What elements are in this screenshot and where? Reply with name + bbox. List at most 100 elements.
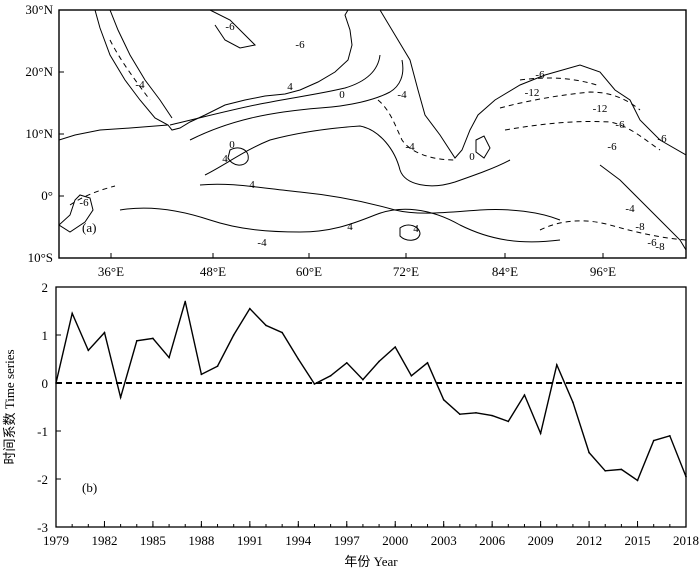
data-point <box>103 331 106 334</box>
data-point <box>135 339 138 342</box>
data-point <box>539 432 542 435</box>
data-point <box>669 435 671 437</box>
data-point <box>426 362 429 364</box>
y-axis: 2 1 0 -1 -2 -3 <box>37 280 61 535</box>
lat-tick-label: 20°N <box>25 64 53 79</box>
coastline-red-sea <box>109 10 173 119</box>
lat-tick-label: 10°S <box>28 250 53 265</box>
contour-negative-5 <box>69 185 116 206</box>
x-tick-label: 2018 <box>673 533 699 548</box>
contour-0-south <box>119 207 561 243</box>
contour-value-label: -4 <box>397 89 407 101</box>
data-point <box>362 378 364 381</box>
time-series-points <box>55 300 687 482</box>
x-tick-label: 1985 <box>140 533 166 548</box>
contour-value-label: 4 <box>222 153 228 165</box>
data-point <box>394 346 397 348</box>
contour-value-label: -6 <box>607 141 617 153</box>
data-point <box>168 356 170 359</box>
data-point <box>297 358 300 360</box>
x-tick-label: 1988 <box>188 533 214 548</box>
y-tick-label: -3 <box>37 520 48 535</box>
data-point <box>184 300 187 303</box>
data-point <box>345 362 348 364</box>
lat-tick-label: 10°N <box>25 126 53 141</box>
data-point <box>475 411 477 414</box>
panel-a-label: (a) <box>82 220 96 235</box>
lat-tick-label: 30°N <box>25 2 53 17</box>
data-point <box>523 394 526 396</box>
x-tick-label: 1982 <box>91 533 117 548</box>
lon-tick-label: 60°E <box>296 264 322 279</box>
data-point <box>265 324 267 327</box>
x-axis: 1979 1982 1985 1988 1991 1994 1997 2000 2003 2006… <box>43 521 699 548</box>
data-point <box>491 414 493 417</box>
data-point <box>87 349 90 352</box>
data-point <box>685 475 687 478</box>
data-point <box>329 375 332 377</box>
data-point <box>281 331 283 334</box>
coastline-sri-lanka <box>475 135 491 159</box>
data-point <box>200 373 203 376</box>
contour-value-label: -6 <box>225 21 235 33</box>
x-tick-label: 2015 <box>625 533 651 548</box>
data-point <box>652 439 655 442</box>
x-tick-label: 1997 <box>334 533 361 548</box>
contour-value-label: -4 <box>405 141 415 153</box>
x-tick-label: 2006 <box>479 533 506 548</box>
contour-value-label: 4 <box>287 81 293 93</box>
contour-value-label: -12 <box>593 103 608 115</box>
data-point <box>459 413 461 416</box>
contour-negative-1 <box>377 99 456 161</box>
map-lon-axis <box>110 253 604 258</box>
contour-negative-3 <box>504 120 661 151</box>
data-point <box>55 382 57 384</box>
coastline-sumatra <box>599 164 686 251</box>
contour-value-label: -8 <box>655 241 665 253</box>
contour-value-label: -8 <box>635 221 645 233</box>
contour-value-label: -12 <box>525 87 540 99</box>
y-tick-label: -2 <box>37 472 48 487</box>
contour-negative-4 <box>519 77 601 87</box>
x-tick-label: 1994 <box>285 533 312 548</box>
contour-value-label: -4 <box>625 203 635 215</box>
coastline-persian-gulf <box>209 10 257 49</box>
x-tick-label: 2000 <box>382 533 408 548</box>
contour-value-label: -4 <box>135 79 145 91</box>
data-point <box>636 479 639 482</box>
y-tick-label: -1 <box>37 424 48 439</box>
y-tick-label: 1 <box>42 328 49 343</box>
contour-loop-b <box>227 147 249 166</box>
plot-frame <box>55 286 687 528</box>
y-tick-label: 0 <box>42 376 49 391</box>
contour-value-label: -6 <box>535 69 545 81</box>
x-tick-label: 1991 <box>237 533 263 548</box>
contour-negative-2 <box>499 91 641 111</box>
contour-value-label: -4 <box>257 237 267 249</box>
lat-tick-label: 0° <box>41 188 53 203</box>
coastline-india <box>379 10 686 159</box>
coastline-africa-arabia <box>94 10 353 131</box>
data-point <box>442 399 445 401</box>
x-tick-label: 1979 <box>43 533 69 548</box>
contour-value-label: -6 <box>647 237 657 249</box>
y-axis-title: 时间系数 Time series <box>2 349 17 464</box>
data-point <box>555 363 558 366</box>
contour-value-label: 4 <box>413 223 419 235</box>
timeseries-panel: 2 1 0 -1 -2 -3 1979 1982 1985 1988 1991 1994 1997 20… <box>2 280 699 569</box>
data-point <box>119 396 122 399</box>
data-point <box>604 470 607 472</box>
lon-tick-label: 36°E <box>98 264 124 279</box>
time-series-line <box>55 301 687 482</box>
panel-b-label: (b) <box>82 480 97 495</box>
data-point <box>507 420 510 423</box>
data-point <box>313 383 316 385</box>
contour-4-west <box>204 125 511 187</box>
contour-value-label: 0 <box>339 89 345 101</box>
contour-negative-7 <box>109 39 151 101</box>
contour-loop-c <box>399 224 421 241</box>
data-point <box>378 360 380 363</box>
